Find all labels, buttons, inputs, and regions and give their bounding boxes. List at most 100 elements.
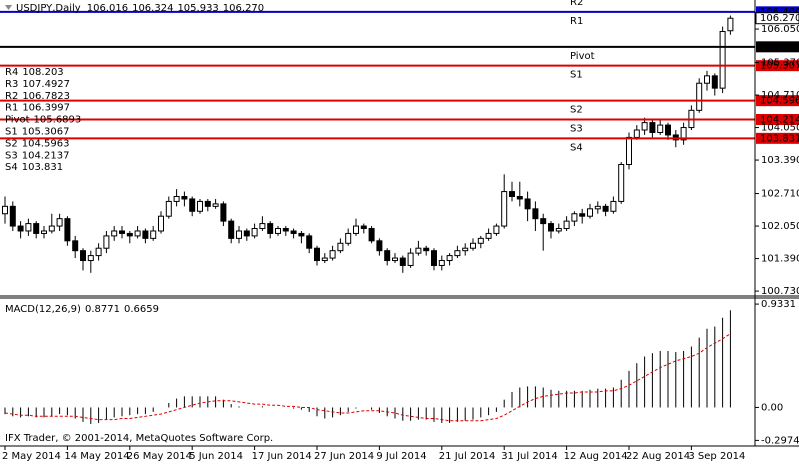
candle-body [17, 225, 24, 232]
price-panel: R4R3R2R1PivotS1S2S3S4 [0, 0, 755, 273]
y-tick-label: 102.050 [761, 221, 799, 232]
candle-body [165, 200, 172, 217]
candle-body [275, 228, 281, 234]
pivot-list-entry: Pivot 105.6893 [5, 115, 81, 126]
candle-body [9, 205, 16, 227]
candle-body [641, 122, 648, 131]
candle-body [25, 223, 32, 232]
candle-body [727, 17, 734, 32]
high-value: 106.324 [132, 3, 173, 14]
candle-body [524, 198, 531, 210]
pivot-level-name: Pivot [570, 51, 595, 62]
candle-body [72, 240, 79, 252]
pivot-list-entry: S1 105.3067 [5, 127, 69, 138]
candle-body [56, 218, 63, 227]
candle-body [197, 200, 203, 212]
candle-body [80, 250, 86, 262]
y-tick-label: 0.9331 [761, 299, 796, 310]
y-tick-label: -0.2974 [761, 435, 799, 446]
level-price-box [756, 6, 799, 18]
candle-body [407, 252, 414, 266]
candle-body [48, 225, 55, 232]
x-tick-label: 9 Jul 2014 [376, 451, 426, 462]
pivot-level-name: R2 [570, 0, 583, 8]
last-price-box [755, 12, 799, 25]
candle-body [41, 230, 47, 234]
candle-body [259, 223, 266, 230]
candle-body [446, 255, 453, 262]
candle-body [711, 75, 718, 89]
y-tick-label: 100.730 [761, 286, 799, 297]
pivot-level-name: S2 [570, 105, 583, 116]
pivot-list-name: R3 [5, 79, 18, 90]
candle-body [509, 191, 515, 198]
pivot-level-name: R1 [570, 16, 583, 27]
open-value: 106.016 [87, 3, 128, 14]
candle-body [665, 124, 671, 136]
pivot-list-name: S1 [5, 127, 18, 138]
level-price-label: 105.689 [760, 42, 799, 53]
candle-body [579, 213, 586, 217]
candle-body [314, 247, 320, 262]
candle-body [633, 129, 640, 138]
pivot-list-name: S4 [5, 162, 18, 173]
candle-body [158, 215, 164, 232]
level-price-label: 104.596 [760, 96, 799, 107]
close-value: 106.270 [223, 3, 264, 14]
candle-body [267, 223, 274, 234]
x-tick-label: 21 Jul 2014 [439, 451, 496, 462]
candle-body [587, 208, 593, 217]
y-tick-label: 0.00 [761, 402, 783, 413]
candle-body [189, 198, 196, 212]
candle-body [540, 218, 547, 225]
candle-body [142, 230, 149, 239]
pivot-list-name: S2 [5, 138, 18, 149]
candle-body [501, 191, 508, 227]
y-tick-label: 106.050 [761, 24, 799, 35]
y-tick-label: 102.710 [761, 189, 799, 200]
x-tick-label: 5 Jun 2014 [189, 451, 243, 462]
pivot-list-name: R1 [5, 103, 18, 114]
level-price-label: 105.307 [760, 61, 799, 72]
candle-body [399, 257, 406, 266]
chart-title: USDJPY,Daily [16, 3, 81, 14]
candle-body [126, 232, 133, 237]
level-price-box [756, 60, 799, 72]
candle-body [220, 203, 227, 222]
candle-body [111, 230, 118, 237]
candle-body [719, 31, 726, 89]
pivot-list-value: 108.203 [22, 67, 63, 78]
macd-title: MACD(12,26,9) [5, 304, 81, 315]
x-tick-label: 17 Jun 2014 [252, 451, 312, 462]
candle-body [657, 124, 664, 133]
pivot-list-name: S3 [5, 150, 18, 161]
candle-body [103, 235, 110, 249]
macd-value: 0.8771 [85, 304, 120, 315]
x-tick-label: 14 May 2014 [64, 451, 129, 462]
chart-header: USDJPY,Daily 106.016 106.324 105.933 106.270 [16, 3, 264, 14]
pivot-list-entry: R4 108.203 [5, 67, 64, 78]
x-tick-label: 3 Sep 2014 [688, 451, 745, 462]
candle-body [376, 240, 383, 252]
level-price-box [756, 95, 799, 107]
x-tick-label: 27 Jun 2014 [314, 451, 374, 462]
candle-body [243, 230, 250, 237]
candle-body [298, 232, 305, 237]
last-price-label: 106.270 [760, 13, 799, 24]
candle-body [485, 232, 492, 239]
candle-body [610, 200, 617, 212]
pivot-list-entry: S4 103.831 [5, 162, 63, 173]
candle-body [290, 230, 297, 234]
candle-body [134, 230, 141, 237]
candle-body [548, 223, 554, 232]
x-tick-label: 2 May 2014 [2, 451, 61, 462]
candle-body [228, 220, 235, 239]
pivot-list-value: 105.6893 [34, 115, 82, 126]
y-tick-label: 105.370 [761, 58, 799, 69]
signal-value: 0.6659 [124, 304, 159, 315]
candle-body [384, 250, 391, 262]
pivot-list-value: 103.831 [22, 162, 63, 173]
